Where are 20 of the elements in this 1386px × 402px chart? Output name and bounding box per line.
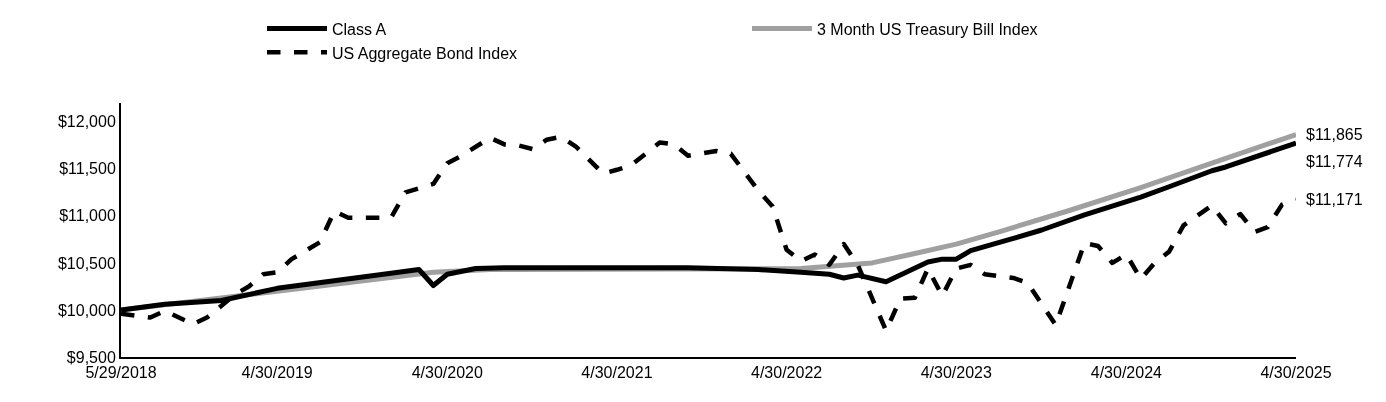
x-tick-label: 4/30/2023	[920, 364, 992, 382]
x-tick-label: 4/30/2020	[411, 364, 483, 382]
annotation: $11,774	[1306, 153, 1363, 170]
x-tick-label: 4/30/2022	[751, 364, 823, 382]
y-tick-label: $11,000	[59, 207, 116, 225]
y-tick-label: $10,000	[57, 301, 116, 319]
x-tick-label: 4/30/2024	[1090, 364, 1163, 382]
legend-label: 3 Month US Treasury Bill Index	[817, 20, 1038, 38]
legend-label: US Aggregate Bond Index	[332, 44, 518, 62]
x-tick-label: 4/30/2021	[581, 364, 653, 382]
x-tick-label: 4/30/2019	[241, 364, 313, 382]
y-tick-label: $10,500	[57, 254, 116, 272]
y-tick-label: $12,000	[57, 113, 116, 131]
annotation: $11,865	[1306, 126, 1363, 143]
y-tick-label: $11,500	[59, 160, 116, 178]
x-tick-label: 4/30/2025	[1260, 364, 1332, 382]
y-tick-label: $9,500	[66, 348, 116, 366]
annotation: $11,171	[1306, 191, 1363, 208]
x-tick-label: 5/29/2018	[85, 364, 157, 382]
legend-label: Class A	[332, 20, 387, 38]
